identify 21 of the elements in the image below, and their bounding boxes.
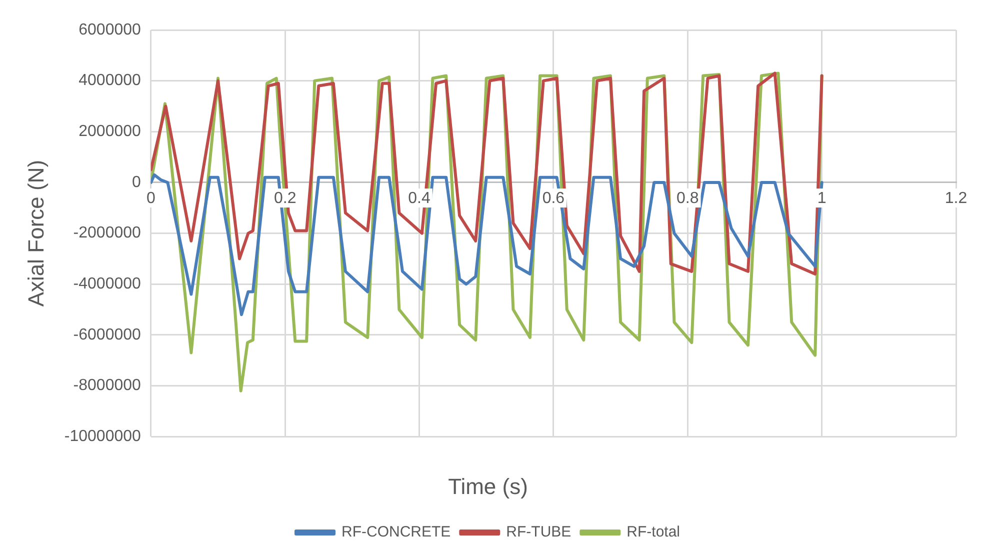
- x-tick-label: 0.6: [542, 190, 565, 207]
- y-tick-label: 2000000: [78, 123, 142, 140]
- y-tick-label: 4000000: [78, 72, 142, 90]
- x-tick-label: 0.2: [274, 190, 296, 207]
- x-tick-label: 0.4: [408, 190, 430, 207]
- y-tick-label: -2000000: [73, 224, 142, 242]
- y-tick-label: 6000000: [78, 21, 142, 38]
- legend-label: RF-CONCRETE: [342, 524, 451, 541]
- legend-label: RF-total: [626, 524, 680, 541]
- y-tick-label: -6000000: [73, 326, 142, 344]
- y-tick-label: 0: [132, 174, 142, 191]
- y-tick-label: -10000000: [64, 428, 142, 446]
- y-axis-title: Axial Force (N): [23, 160, 48, 307]
- legend-label: RF-TUBE: [506, 524, 572, 541]
- x-tick-label: 1.2: [944, 190, 968, 207]
- y-tick-label: -4000000: [73, 276, 142, 293]
- x-tick-label: 0.8: [676, 190, 699, 207]
- x-axis-title: Time (s): [448, 474, 528, 499]
- x-tick-label: 0: [146, 190, 156, 207]
- x-tick-label: 1: [817, 190, 826, 207]
- y-tick-label: -8000000: [73, 377, 142, 394]
